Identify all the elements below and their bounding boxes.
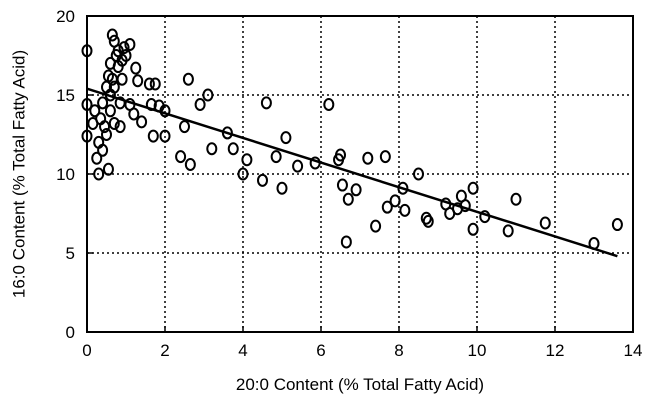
point (422, 214, 434, 228)
point (116, 72, 128, 86)
x-tick-label: 10 (468, 341, 487, 360)
point (413, 167, 424, 181)
point (335, 148, 346, 162)
x-tick-label: 14 (624, 341, 643, 360)
y-tick-label: 10 (56, 165, 75, 184)
point (389, 194, 401, 208)
point (467, 222, 479, 236)
point (539, 216, 551, 230)
point (118, 41, 130, 55)
point (292, 159, 304, 173)
point (323, 97, 335, 111)
point (381, 200, 393, 214)
point (143, 77, 155, 91)
point (108, 116, 120, 130)
point (206, 142, 218, 156)
point (362, 151, 374, 165)
point (467, 181, 479, 195)
point (270, 150, 282, 164)
point (194, 97, 206, 111)
point (114, 120, 126, 134)
point (182, 72, 194, 86)
point (280, 131, 292, 145)
point (81, 97, 93, 111)
x-tick-label: 12 (546, 341, 565, 360)
point (132, 74, 144, 88)
point (159, 129, 171, 143)
point (104, 104, 116, 118)
point (611, 218, 623, 232)
point (227, 142, 239, 156)
y-axis-label: 16:0 Content (% Total Fatty Acid) (9, 50, 28, 298)
point (97, 96, 109, 110)
point (97, 143, 109, 157)
x-tick-label: 4 (238, 341, 247, 360)
point (99, 120, 111, 134)
point (379, 150, 391, 164)
point (91, 151, 103, 165)
point (108, 80, 120, 94)
point (276, 181, 288, 195)
point (399, 203, 411, 217)
point (510, 192, 522, 206)
point (81, 44, 93, 58)
x-tick-label: 8 (394, 341, 403, 360)
point (120, 49, 132, 62)
y-tick-label: 5 (66, 244, 75, 263)
point (130, 61, 142, 75)
plot-frame (86, 15, 634, 333)
point (124, 37, 136, 51)
point (420, 211, 432, 225)
point (184, 158, 196, 172)
fit-line (86, 87, 618, 258)
point (101, 128, 112, 141)
x-tick-label: 6 (316, 341, 325, 360)
point (502, 224, 514, 238)
point (89, 104, 101, 118)
x-tick-label: 0 (82, 341, 91, 360)
point (149, 77, 161, 91)
point (237, 167, 249, 181)
point (257, 173, 268, 187)
point (106, 28, 118, 42)
point (175, 150, 187, 164)
point (350, 183, 362, 197)
y-tick-label: 20 (56, 7, 75, 26)
y-tick-label: 0 (66, 323, 75, 342)
x-axis-label: 20:0 Content (% Total Fatty Acid) (236, 375, 484, 394)
point (102, 162, 114, 176)
y-tick-label: 15 (56, 86, 75, 105)
point (342, 192, 354, 206)
point (128, 107, 140, 121)
point (202, 88, 214, 102)
point (147, 129, 159, 143)
point (93, 167, 105, 181)
point (340, 235, 352, 249)
point (221, 126, 233, 140)
point (241, 153, 253, 167)
point (336, 178, 348, 192)
point (370, 219, 382, 233)
point (81, 129, 93, 143)
x-tick-label: 2 (160, 341, 169, 360)
point (260, 96, 272, 110)
point (136, 115, 148, 129)
point (179, 120, 190, 134)
